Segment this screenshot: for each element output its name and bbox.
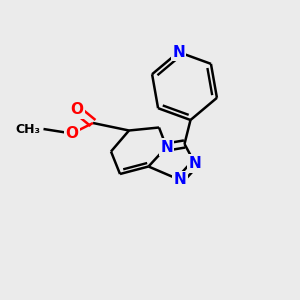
Text: O: O — [70, 102, 83, 117]
Text: CH₃: CH₃ — [16, 122, 41, 136]
Text: O: O — [65, 126, 79, 141]
Text: N: N — [189, 156, 201, 171]
Text: N: N — [160, 140, 173, 154]
Text: N: N — [172, 44, 185, 59]
Text: N: N — [174, 172, 186, 188]
